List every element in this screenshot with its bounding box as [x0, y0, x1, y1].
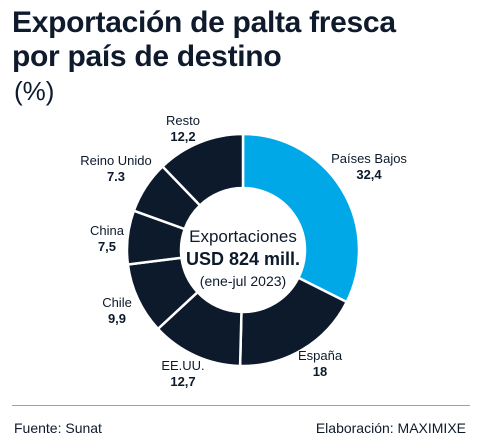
label-chile: Chile — [102, 295, 132, 310]
chart-title-line-1: Exportación de palta fresca — [12, 6, 396, 39]
footer-credit: Elaboración: MAXIMIXE — [315, 420, 466, 436]
center-label-line-2: USD 824 mill. — [186, 249, 300, 269]
label-espana: España — [298, 348, 343, 363]
value-espana: 18 — [313, 364, 327, 379]
center-label-line-1: Exportaciones — [189, 227, 297, 246]
slice-resto — [160, 132, 245, 208]
label-china: China — [90, 223, 125, 238]
label-reino-unido: Reino Unido — [80, 153, 152, 168]
value-chile: 9,9 — [108, 311, 126, 326]
label-paises-bajos: Países Bajos — [331, 151, 407, 166]
value-china: 7,5 — [98, 239, 116, 254]
value-resto: 12,2 — [170, 129, 195, 144]
donut-slices — [125, 132, 361, 368]
label-ee-uu: EE.UU. — [161, 358, 204, 373]
value-reino-unido: 7.3 — [107, 169, 125, 184]
chart-unit: (%) — [14, 76, 55, 106]
value-paises-bajos: 32,4 — [356, 167, 382, 182]
value-ee-uu: 12,7 — [170, 374, 195, 389]
footer-divider — [12, 405, 470, 406]
chart-title-line-2: por país de destino — [12, 40, 282, 73]
footer-source: Fuente: Sunat — [14, 420, 102, 436]
chart-title: Exportación de palta fresca por país de … — [12, 6, 396, 74]
center-label-line-3: (ene-jul 2023) — [200, 273, 286, 289]
label-resto: Resto — [166, 113, 200, 128]
slice-paises-bajos — [241, 132, 361, 304]
